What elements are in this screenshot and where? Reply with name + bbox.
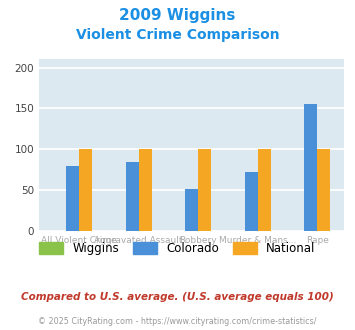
- Bar: [198, 149, 211, 231]
- Bar: [79, 149, 92, 231]
- Bar: [304, 104, 317, 231]
- Bar: [258, 149, 271, 231]
- Bar: [139, 149, 152, 231]
- Bar: [66, 166, 79, 231]
- Bar: [126, 162, 139, 231]
- Bar: [317, 149, 331, 231]
- Legend: Wiggins, Colorado, National: Wiggins, Colorado, National: [34, 237, 321, 260]
- Text: © 2025 CityRating.com - https://www.cityrating.com/crime-statistics/: © 2025 CityRating.com - https://www.city…: [38, 317, 317, 326]
- Text: Violent Crime Comparison: Violent Crime Comparison: [76, 28, 279, 42]
- Bar: [185, 188, 198, 231]
- Bar: [245, 172, 258, 231]
- Text: Compared to U.S. average. (U.S. average equals 100): Compared to U.S. average. (U.S. average …: [21, 292, 334, 302]
- Text: 2009 Wiggins: 2009 Wiggins: [119, 8, 236, 23]
